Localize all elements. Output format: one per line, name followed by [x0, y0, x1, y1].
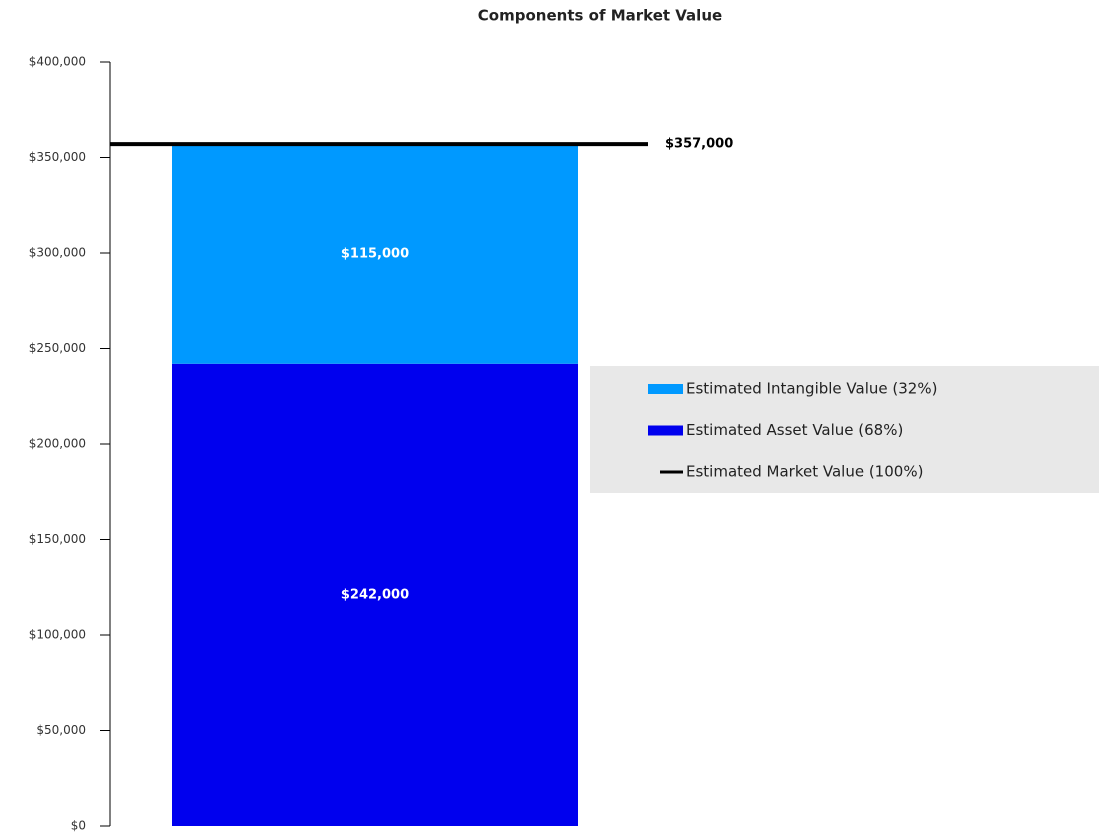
legend-swatch: [648, 384, 683, 394]
y-tick-label: $400,000: [29, 55, 86, 69]
chart-title: Components of Market Value: [478, 7, 722, 25]
legend-label: Estimated Asset Value (68%): [686, 421, 903, 439]
y-tick-label: $350,000: [29, 150, 86, 164]
y-tick-label: $300,000: [29, 246, 86, 260]
legend-label: Estimated Intangible Value (32%): [686, 380, 937, 398]
data-label: $242,000: [341, 587, 409, 602]
y-tick-label: $200,000: [29, 437, 86, 451]
y-tick-label: $250,000: [29, 341, 86, 355]
y-tick-label: $0: [71, 819, 86, 833]
y-tick-label: $50,000: [36, 723, 86, 737]
legend-swatch: [648, 425, 683, 436]
data-label: $357,000: [665, 137, 733, 152]
data-label: $115,000: [341, 246, 409, 261]
bar-segment: [172, 363, 578, 826]
y-tick-label: $150,000: [29, 532, 86, 546]
y-tick-label: $100,000: [29, 628, 86, 642]
legend-label: Estimated Market Value (100%): [686, 463, 923, 481]
bar-segment: [172, 144, 578, 364]
